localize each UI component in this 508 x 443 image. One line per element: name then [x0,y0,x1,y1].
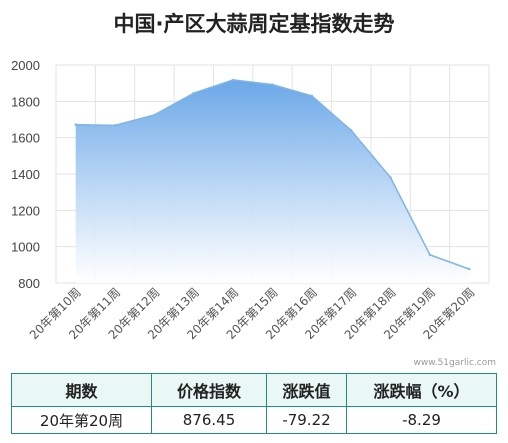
summary-data-row: 20年第20周 876.45 -79.22 -8.29 [11,406,497,434]
area-fill [75,79,470,283]
header-change-value: 涨跌值 [266,373,347,407]
y-tick-label: 1400 [11,167,40,182]
data-point-10 [428,253,432,257]
chart-title: 中国·产区大蒜周定基指数走势 [113,12,395,36]
y-tick-label: 1600 [11,131,40,146]
y-tick-label: 1200 [11,203,40,218]
data-point-7 [310,94,314,98]
area-chart: 800 1000 1200 1400 1600 1800 2000 20年第10周20年第1… [11,58,490,342]
cell-price-index: 876.45 [151,406,267,434]
x-axis-ticks: 20年第10周20年第11周20年第12周20年第13周20年第14周20年第1… [27,285,478,342]
summary-header-row: 期数 价格指数 涨跌值 涨跌幅（%） [11,373,497,407]
header-period: 期数 [11,373,152,407]
y-tick-label: 2000 [11,58,40,73]
data-point-9 [389,176,392,179]
data-point-11 [468,267,471,271]
header-change-percent: 涨跌幅（%） [346,373,497,407]
data-point-5 [231,78,235,82]
data-point-3 [153,113,156,117]
watermark: www.51garlic.com [413,358,496,368]
data-point-4 [192,91,195,95]
data-point-6 [271,83,274,86]
summary-table: 期数 价格指数 涨跌值 涨跌幅（%） 20年第20周 876.45 -79.22… [11,373,497,434]
cell-period: 20年第20周 [11,406,152,434]
data-point-2 [113,124,117,127]
y-tick-label: 800 [18,276,40,291]
data-point-1 [74,123,77,126]
cell-change-percent: -8.29 [346,406,497,434]
y-tick-label: 1000 [11,240,40,255]
data-point-8 [350,129,353,132]
header-price-index: 价格指数 [151,373,267,407]
y-tick-label: 1800 [11,94,40,109]
area-layer [74,78,471,283]
y-axis-ticks: 800 1000 1200 1400 1600 1800 2000 [11,58,40,291]
cell-change-value: -79.22 [266,406,347,434]
